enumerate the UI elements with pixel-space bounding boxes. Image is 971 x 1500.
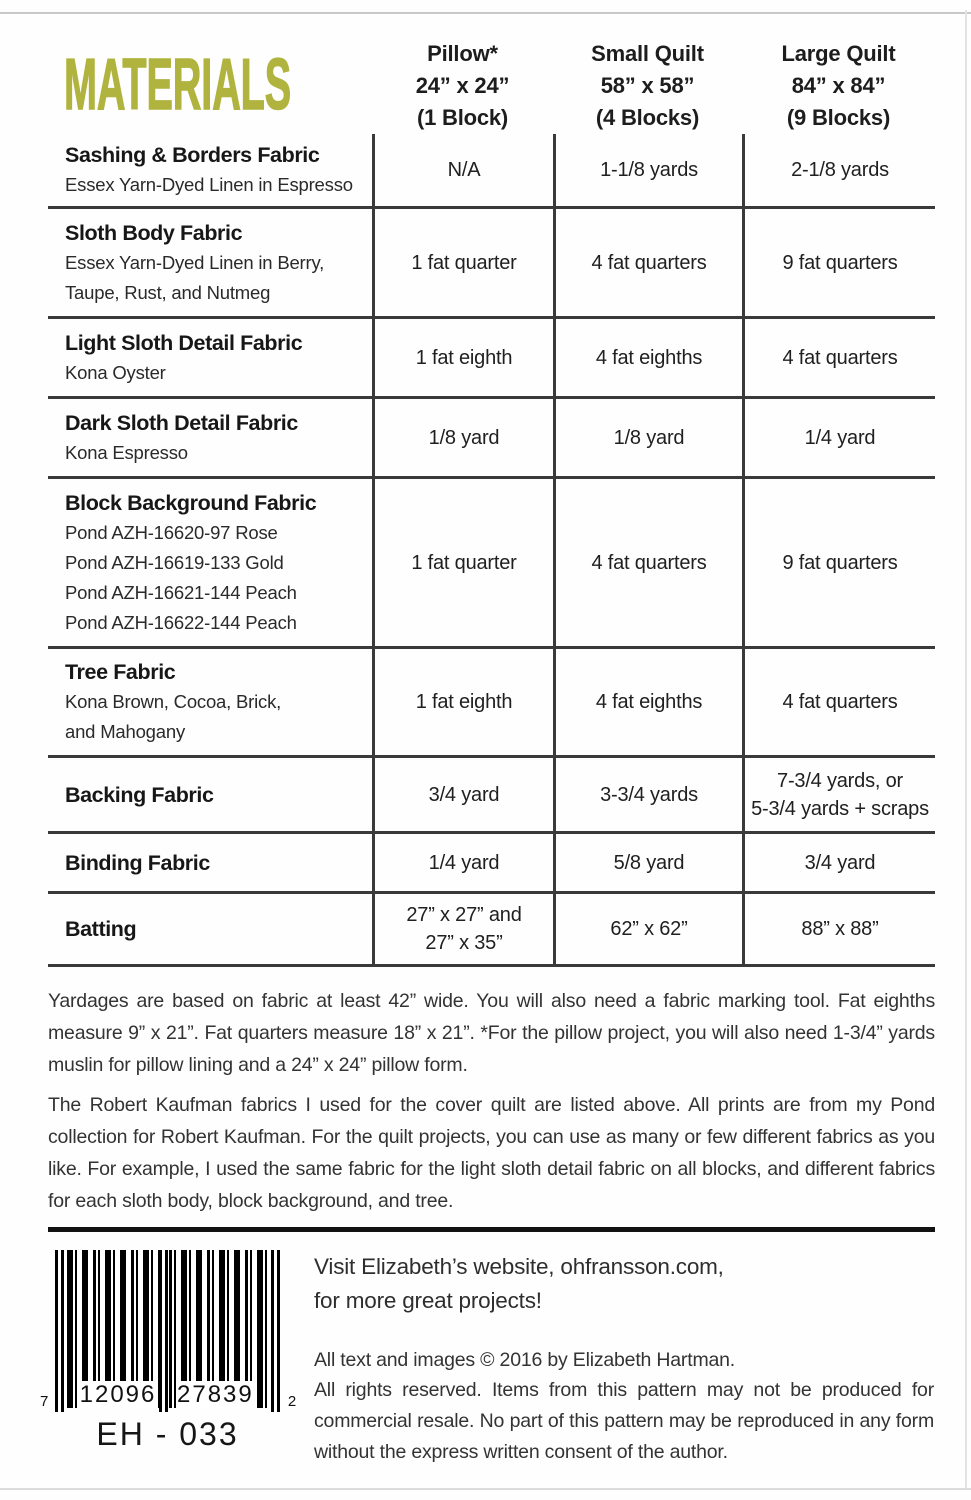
footer-text-block: Visit Elizabeth’s website, ohfransson.co… — [314, 1250, 934, 1468]
material-name: Binding Fabric — [65, 850, 210, 875]
column-size: 84” x 84” — [791, 73, 886, 98]
table-header: MATERIALS Pillow* 24” x 24” (1 Block) Sm… — [48, 36, 935, 134]
yardage-note: Yardages are based on fabric at least 42… — [48, 990, 935, 1076]
value-large-quilt: 4 fat quarters — [742, 319, 935, 396]
column-blocks: (9 Blocks) — [786, 105, 891, 130]
material-detail: Essex Yarn-Dyed Linen in Espresso — [65, 174, 353, 195]
value-small-quilt: 1/8 yard — [553, 399, 742, 476]
column-header-pillow: Pillow* 24” x 24” (1 Block) — [372, 36, 553, 134]
scan-artifact-right-line — [965, 10, 967, 1490]
material-name: Tree Fabric — [65, 660, 176, 684]
material-name: Light Sloth Detail Fabric — [65, 330, 303, 355]
value-pillow: 3/4 yard — [372, 758, 553, 831]
copyright-text: All text and images © 2016 by Elizabeth … — [314, 1349, 735, 1371]
table-row-dark-sloth-detail: Dark Sloth Detail Fabric Kona Espresso 1… — [48, 399, 935, 479]
material-cell: Binding Fabric — [48, 834, 372, 891]
material-name: Batting — [65, 917, 137, 941]
value-small-quilt: 62” x 62” — [553, 894, 742, 964]
value-pillow: 1 fat quarter — [372, 209, 553, 316]
table-row-tree: Tree Fabric Kona Brown, Cocoa, Brick, an… — [48, 649, 935, 758]
column-size: 24” x 24” — [415, 73, 510, 98]
value-small-quilt: 1-1/8 yards — [553, 134, 742, 206]
value-small-quilt: 3-3/4 yards — [553, 758, 742, 831]
table-row-sashing: Sashing & Borders Fabric Essex Yarn-Dyed… — [48, 134, 935, 209]
table-row-light-sloth-detail: Light Sloth Detail Fabric Kona Oyster 1 … — [48, 319, 935, 399]
table-row-binding: Binding Fabric 1/4 yard 5/8 yard 3/4 yar… — [48, 834, 935, 894]
barcode-block: 12096 27839 7 2 EH - 033 — [40, 1250, 296, 1468]
column-blocks: (4 Blocks) — [595, 105, 700, 130]
page-title: MATERIALS — [64, 45, 292, 125]
upc-barcode: 12096 27839 7 2 — [40, 1250, 296, 1412]
column-name: Pillow* — [427, 41, 498, 66]
value-large-quilt: 2-1/8 yards — [742, 134, 935, 206]
value-small-quilt: 4 fat eighths — [553, 649, 742, 755]
column-name: Large Quilt — [781, 41, 896, 66]
table-row-batting: Batting 27” x 27” and 27” x 35” 62” x 62… — [48, 894, 935, 967]
value-large-quilt: 88” x 88” — [742, 894, 935, 964]
material-detail: Pond AZH-16620-97 Rose Pond AZH-16619-13… — [65, 521, 297, 633]
column-blocks: (1 Block) — [416, 105, 509, 130]
material-detail: Kona Oyster — [65, 361, 166, 383]
material-cell: Backing Fabric — [48, 758, 372, 831]
column-size: 58” x 58” — [600, 73, 695, 98]
value-pillow: 1/4 yard — [372, 834, 553, 891]
value-small-quilt: 4 fat quarters — [553, 479, 742, 646]
column-name: Small Quilt — [591, 41, 704, 66]
value-large-quilt: 4 fat quarters — [742, 649, 935, 755]
value-large-quilt: 7-3/4 yards, or 5-3/4 yards + scraps — [742, 758, 935, 831]
barcode-guard-right — [271, 1250, 280, 1412]
materials-table: Sashing & Borders Fabric Essex Yarn-Dyed… — [48, 134, 935, 967]
table-row-sloth-body: Sloth Body Fabric Essex Yarn-Dyed Linen … — [48, 209, 935, 319]
value-pillow: 27” x 27” and 27” x 35” — [372, 894, 553, 964]
value-small-quilt: 5/8 yard — [553, 834, 742, 891]
value-pillow: 1 fat quarter — [372, 479, 553, 646]
table-row-block-background: Block Background Fabric Pond AZH-16620-9… — [48, 479, 935, 649]
material-detail: Kona Brown, Cocoa, Brick, and Mahogany — [65, 691, 282, 742]
barcode-guard-left — [55, 1250, 64, 1412]
barcode-digits-group1: 12096 — [79, 1381, 157, 1408]
value-large-quilt: 3/4 yard — [742, 834, 935, 891]
material-cell: Tree Fabric Kona Brown, Cocoa, Brick, an… — [48, 649, 372, 755]
value-small-quilt: 4 fat quarters — [553, 209, 742, 316]
footer-divider-rule — [48, 1227, 935, 1232]
fabric-note: The Robert Kaufman fabrics I used for th… — [48, 1094, 935, 1212]
material-cell: Sashing & Borders Fabric Essex Yarn-Dyed… — [48, 134, 372, 206]
material-detail: Kona Espresso — [65, 441, 188, 463]
value-pillow: 1/8 yard — [372, 399, 553, 476]
material-cell: Block Background Fabric Pond AZH-16620-9… — [48, 479, 372, 646]
table-row-backing: Backing Fabric 3/4 yard 3-3/4 yards 7-3/… — [48, 758, 935, 834]
material-name: Block Background Fabric — [65, 490, 317, 515]
value-pillow: 1 fat eighth — [372, 319, 553, 396]
material-name: Sashing & Borders Fabric — [65, 143, 320, 167]
barcode-digits-group2: 27839 — [177, 1381, 254, 1408]
material-cell: Sloth Body Fabric Essex Yarn-Dyed Linen … — [48, 209, 372, 316]
material-cell: Dark Sloth Detail Fabric Kona Espresso — [48, 399, 372, 476]
scan-artifact-bottom-line — [0, 1488, 971, 1490]
value-pillow: N/A — [372, 134, 553, 206]
website-promo-text: Visit Elizabeth’s website, ohfransson.co… — [314, 1254, 724, 1313]
footer: 12096 27839 7 2 EH - 033 Visit Elizabeth… — [40, 1250, 935, 1468]
barcode-left-digit: 7 — [40, 1393, 49, 1410]
column-header-small-quilt: Small Quilt 58” x 58” (4 Blocks) — [553, 36, 742, 134]
value-pillow: 1 fat eighth — [372, 649, 553, 755]
scan-artifact-top-line — [0, 12, 971, 14]
column-header-large-quilt: Large Quilt 84” x 84” (9 Blocks) — [742, 36, 935, 134]
material-cell: Batting — [48, 894, 372, 964]
material-detail: Essex Yarn-Dyed Linen in Berry, Taupe, R… — [65, 251, 325, 303]
material-cell: Light Sloth Detail Fabric Kona Oyster — [48, 319, 372, 396]
rights-text: All rights reserved. Items from this pat… — [314, 1379, 934, 1463]
barcode-right-digit: 2 — [287, 1393, 296, 1410]
value-large-quilt: 9 fat quarters — [742, 479, 935, 646]
value-large-quilt: 9 fat quarters — [742, 209, 935, 316]
title-cell: MATERIALS — [48, 36, 372, 134]
pattern-code: EH - 033 — [96, 1416, 239, 1452]
material-name: Sloth Body Fabric — [65, 220, 243, 245]
barcode-guard-middle — [159, 1250, 168, 1412]
value-small-quilt: 4 fat eighths — [553, 319, 742, 396]
material-name: Backing Fabric — [65, 782, 214, 807]
material-name: Dark Sloth Detail Fabric — [65, 410, 298, 435]
value-large-quilt: 1/4 yard — [742, 399, 935, 476]
